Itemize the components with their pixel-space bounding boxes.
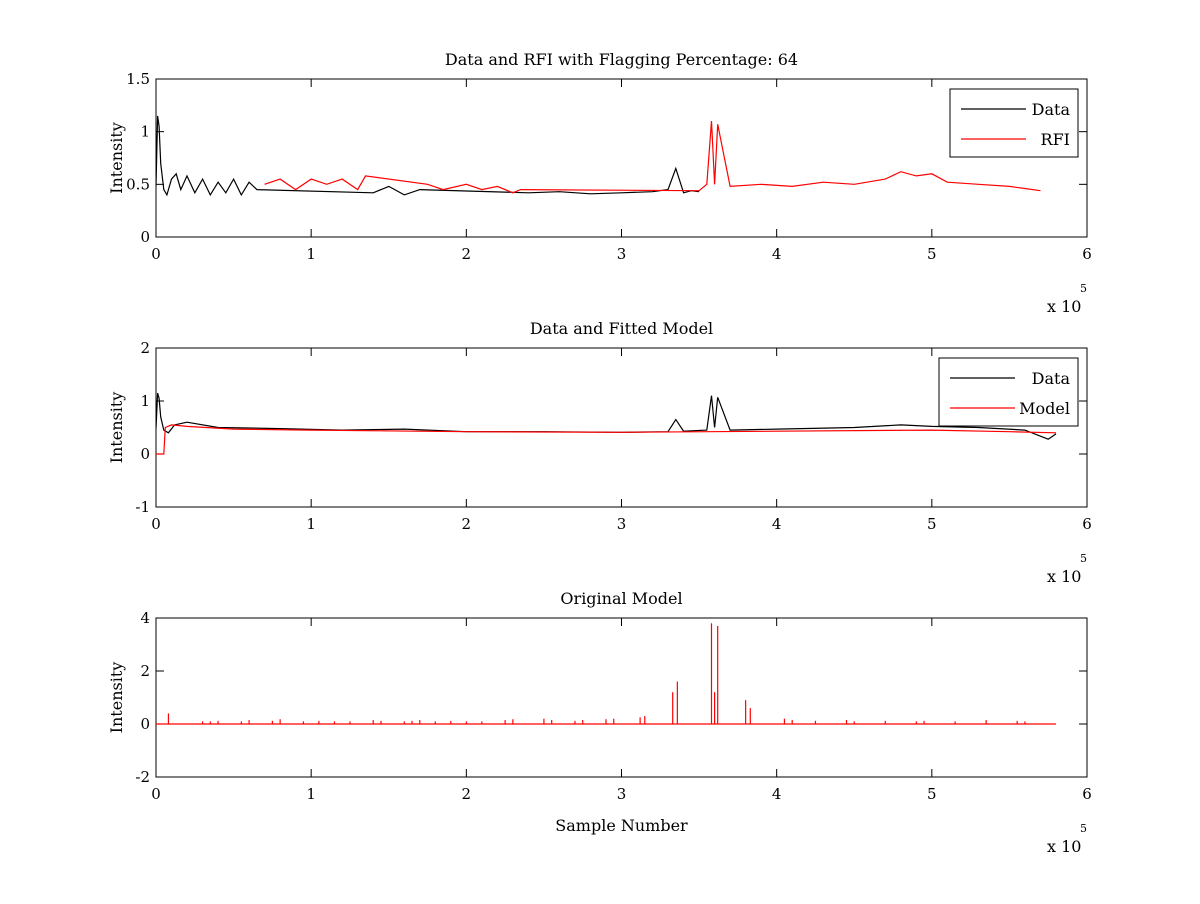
legend-box <box>949 88 1079 158</box>
y-tick-label: 0 <box>140 445 150 463</box>
y-tick-label: 1 <box>140 123 150 141</box>
x-tick-label: 1 <box>306 515 316 533</box>
y-tick-label: 0 <box>140 715 150 733</box>
x-tick-label: 4 <box>772 245 782 263</box>
y-axis-label: Intensity <box>107 122 126 194</box>
y-axis-label: Intensity <box>107 392 126 464</box>
x-tick-label: 4 <box>772 515 782 533</box>
x-tick-label: 6 <box>1082 785 1092 803</box>
x-multiplier-exponent: 5 <box>1080 552 1087 565</box>
legend-label: Model <box>1019 399 1070 418</box>
y-tick-label: 1 <box>140 392 150 410</box>
x-axis-label: Sample Number <box>555 816 688 835</box>
y-tick-label: 0.5 <box>126 175 150 193</box>
legend: Data Model <box>938 357 1079 427</box>
legend-box <box>938 357 1079 427</box>
legend-label: Data <box>1032 100 1071 119</box>
x-tick-label: 5 <box>927 245 937 263</box>
y-tick-label: -2 <box>135 768 150 786</box>
series-line-model <box>156 424 1057 455</box>
x-tick-label: 3 <box>617 245 627 263</box>
chart-title: Data and Fitted Model <box>530 319 713 338</box>
y-axis-label: Intensity <box>107 662 126 734</box>
y-tick-label: 1.5 <box>126 70 150 88</box>
x-multiplier: x 10 <box>1047 567 1081 586</box>
y-tick-label: 2 <box>140 662 150 680</box>
x-tick-label: 3 <box>617 515 627 533</box>
x-tick-label: 0 <box>151 785 161 803</box>
x-tick-label: 2 <box>462 245 472 263</box>
axes-frame <box>155 617 1088 778</box>
legend: Data RFI <box>949 88 1079 158</box>
x-tick-label: 0 <box>151 515 161 533</box>
y-tick-label: -1 <box>135 498 150 516</box>
x-multiplier-exponent: 5 <box>1080 282 1087 295</box>
x-tick-label: 4 <box>772 785 782 803</box>
x-multiplier-exponent: 5 <box>1080 822 1087 835</box>
axes-frame <box>155 78 1088 238</box>
x-tick-label: 3 <box>617 785 627 803</box>
x-tick-label: 5 <box>927 515 937 533</box>
y-tick-label: 0 <box>140 228 150 246</box>
x-tick-label: 6 <box>1082 515 1092 533</box>
chart-title: Data and RFI with Flagging Percentage: 6… <box>445 50 798 69</box>
x-tick-label: 6 <box>1082 245 1092 263</box>
axes-frame <box>155 347 1088 508</box>
chart-title: Original Model <box>560 589 682 608</box>
x-multiplier: x 10 <box>1047 297 1081 316</box>
x-tick-label: 0 <box>151 245 161 263</box>
series-line-rfi <box>264 121 1041 194</box>
x-tick-label: 1 <box>306 785 316 803</box>
x-tick-label: 1 <box>306 245 316 263</box>
series-group <box>156 392 1057 455</box>
subplot-1: Data and RFI with Flagging Percentage: 6… <box>107 50 1092 316</box>
x-tick-label: 5 <box>927 785 937 803</box>
legend-label: RFI <box>1041 130 1070 149</box>
series-group <box>156 115 1041 197</box>
series-line-data <box>156 115 700 197</box>
series-group <box>156 623 1056 725</box>
x-tick-label: 2 <box>462 785 472 803</box>
x-tick-label: 2 <box>462 515 472 533</box>
y-tick-label: 4 <box>140 609 150 627</box>
legend-label: Data <box>1032 369 1071 388</box>
x-multiplier: x 10 <box>1047 837 1081 856</box>
y-tick-label: 2 <box>140 339 150 357</box>
